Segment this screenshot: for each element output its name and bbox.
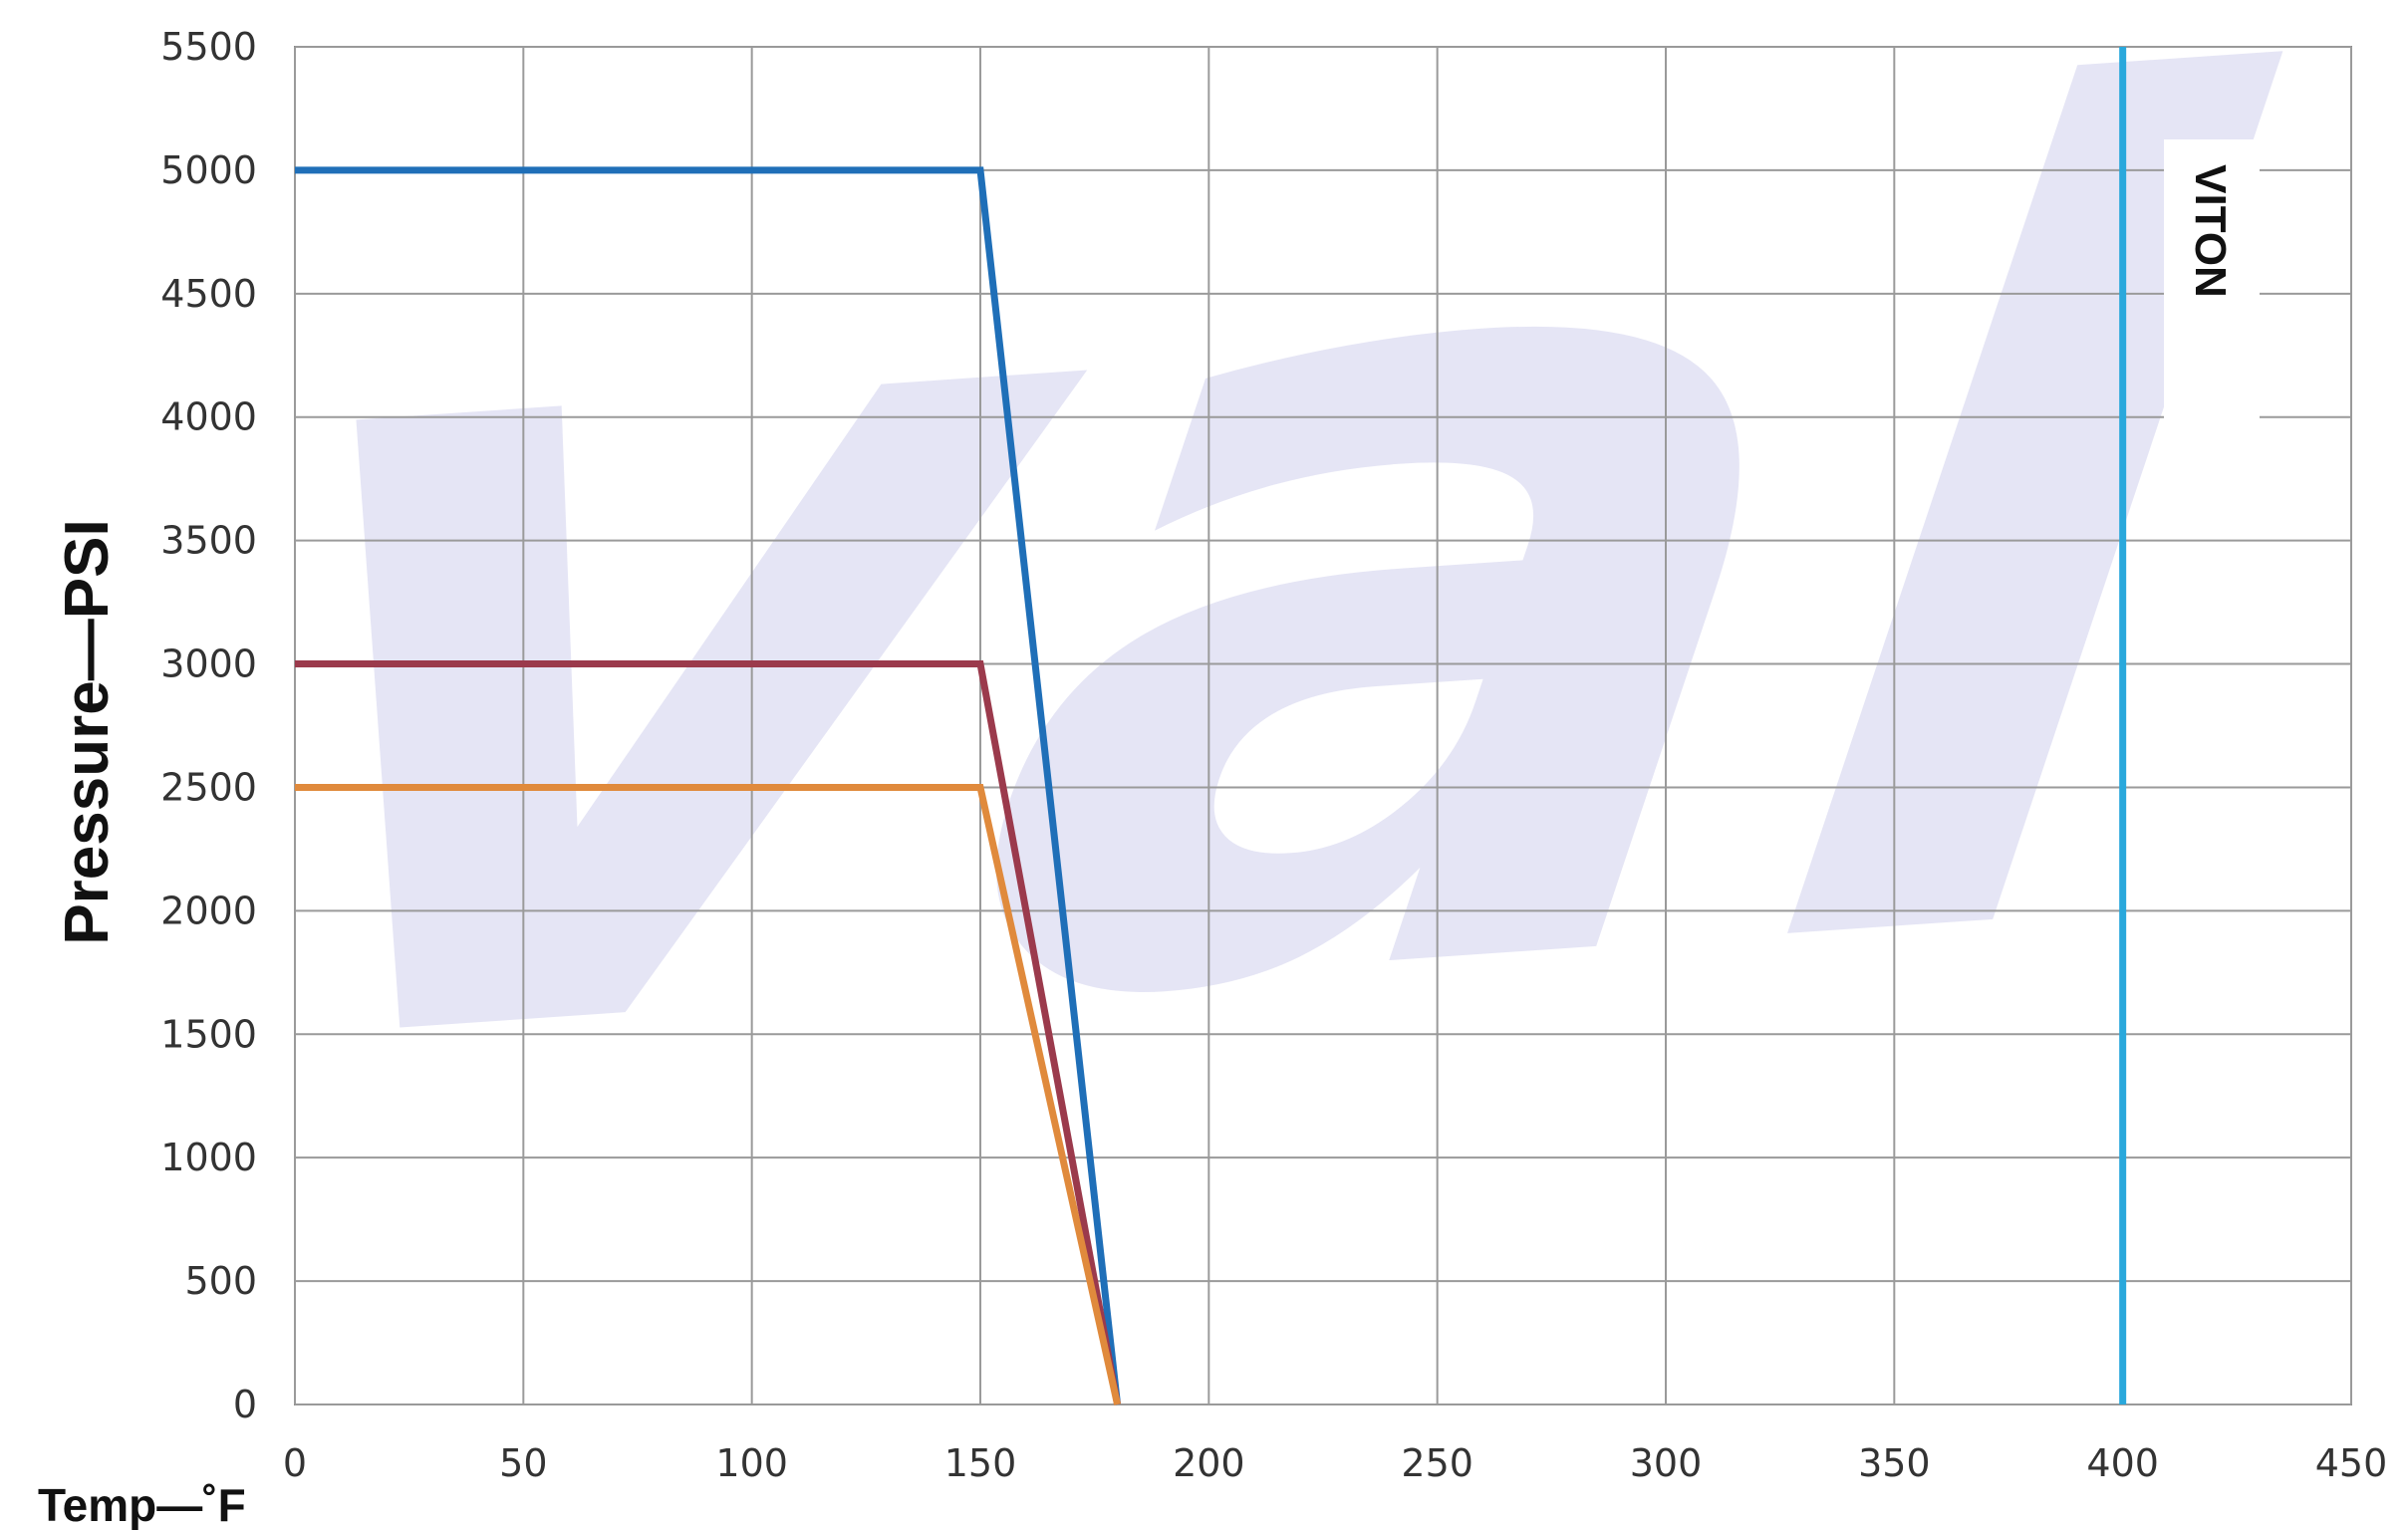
x-tick-label: 400 (2086, 1441, 2159, 1485)
series-line-2 (295, 660, 1122, 1405)
watermark: val (39, 0, 2408, 1316)
y-axis-ticks: 0 500 1000 1500 2000 2500 3000 3500 4000 4500 5000… (160, 25, 257, 1426)
y-tick-label: 3500 (160, 519, 257, 563)
y-tick-label: 4000 (160, 395, 257, 439)
watermark-text: val (39, 0, 2408, 1316)
x-tick-label: 150 (944, 1441, 1017, 1485)
x-tick-label: 350 (1858, 1441, 1931, 1485)
series-line-3 (295, 783, 1122, 1405)
y-tick-label: 3000 (160, 642, 257, 686)
y-tick-label: 1000 (160, 1136, 257, 1179)
x-tick-label: 300 (1630, 1441, 1703, 1485)
x-axis-title: Temp—˚F (38, 1479, 246, 1530)
y-tick-label: 5000 (160, 148, 257, 192)
y-tick-label: 2500 (160, 765, 257, 809)
viton-label: VITON (2186, 164, 2235, 298)
y-tick-label: 5500 (160, 25, 257, 69)
y-tick-label: 1500 (160, 1012, 257, 1056)
series-line-1 (295, 166, 1122, 1405)
series-lines (295, 166, 1122, 1405)
x-tick-label: 100 (715, 1441, 788, 1485)
y-tick-label: 0 (233, 1383, 257, 1426)
y-tick-label: 4500 (160, 272, 257, 316)
x-tick-label: 50 (499, 1441, 547, 1485)
x-axis-ticks: 0 50 100 150 200 250 300 350 400 450 (283, 1441, 2387, 1485)
viton-label-background (2164, 139, 2260, 438)
y-tick-label: 500 (184, 1259, 257, 1303)
x-tick-label: 0 (283, 1441, 307, 1485)
y-axis-title: Pressure—PSI (53, 519, 122, 944)
x-tick-label: 250 (1401, 1441, 1473, 1485)
y-tick-label: 2000 (160, 889, 257, 932)
x-tick-label: 450 (2315, 1441, 2388, 1485)
x-tick-label: 200 (1173, 1441, 1245, 1485)
annotations: VITON (2119, 47, 2260, 1404)
